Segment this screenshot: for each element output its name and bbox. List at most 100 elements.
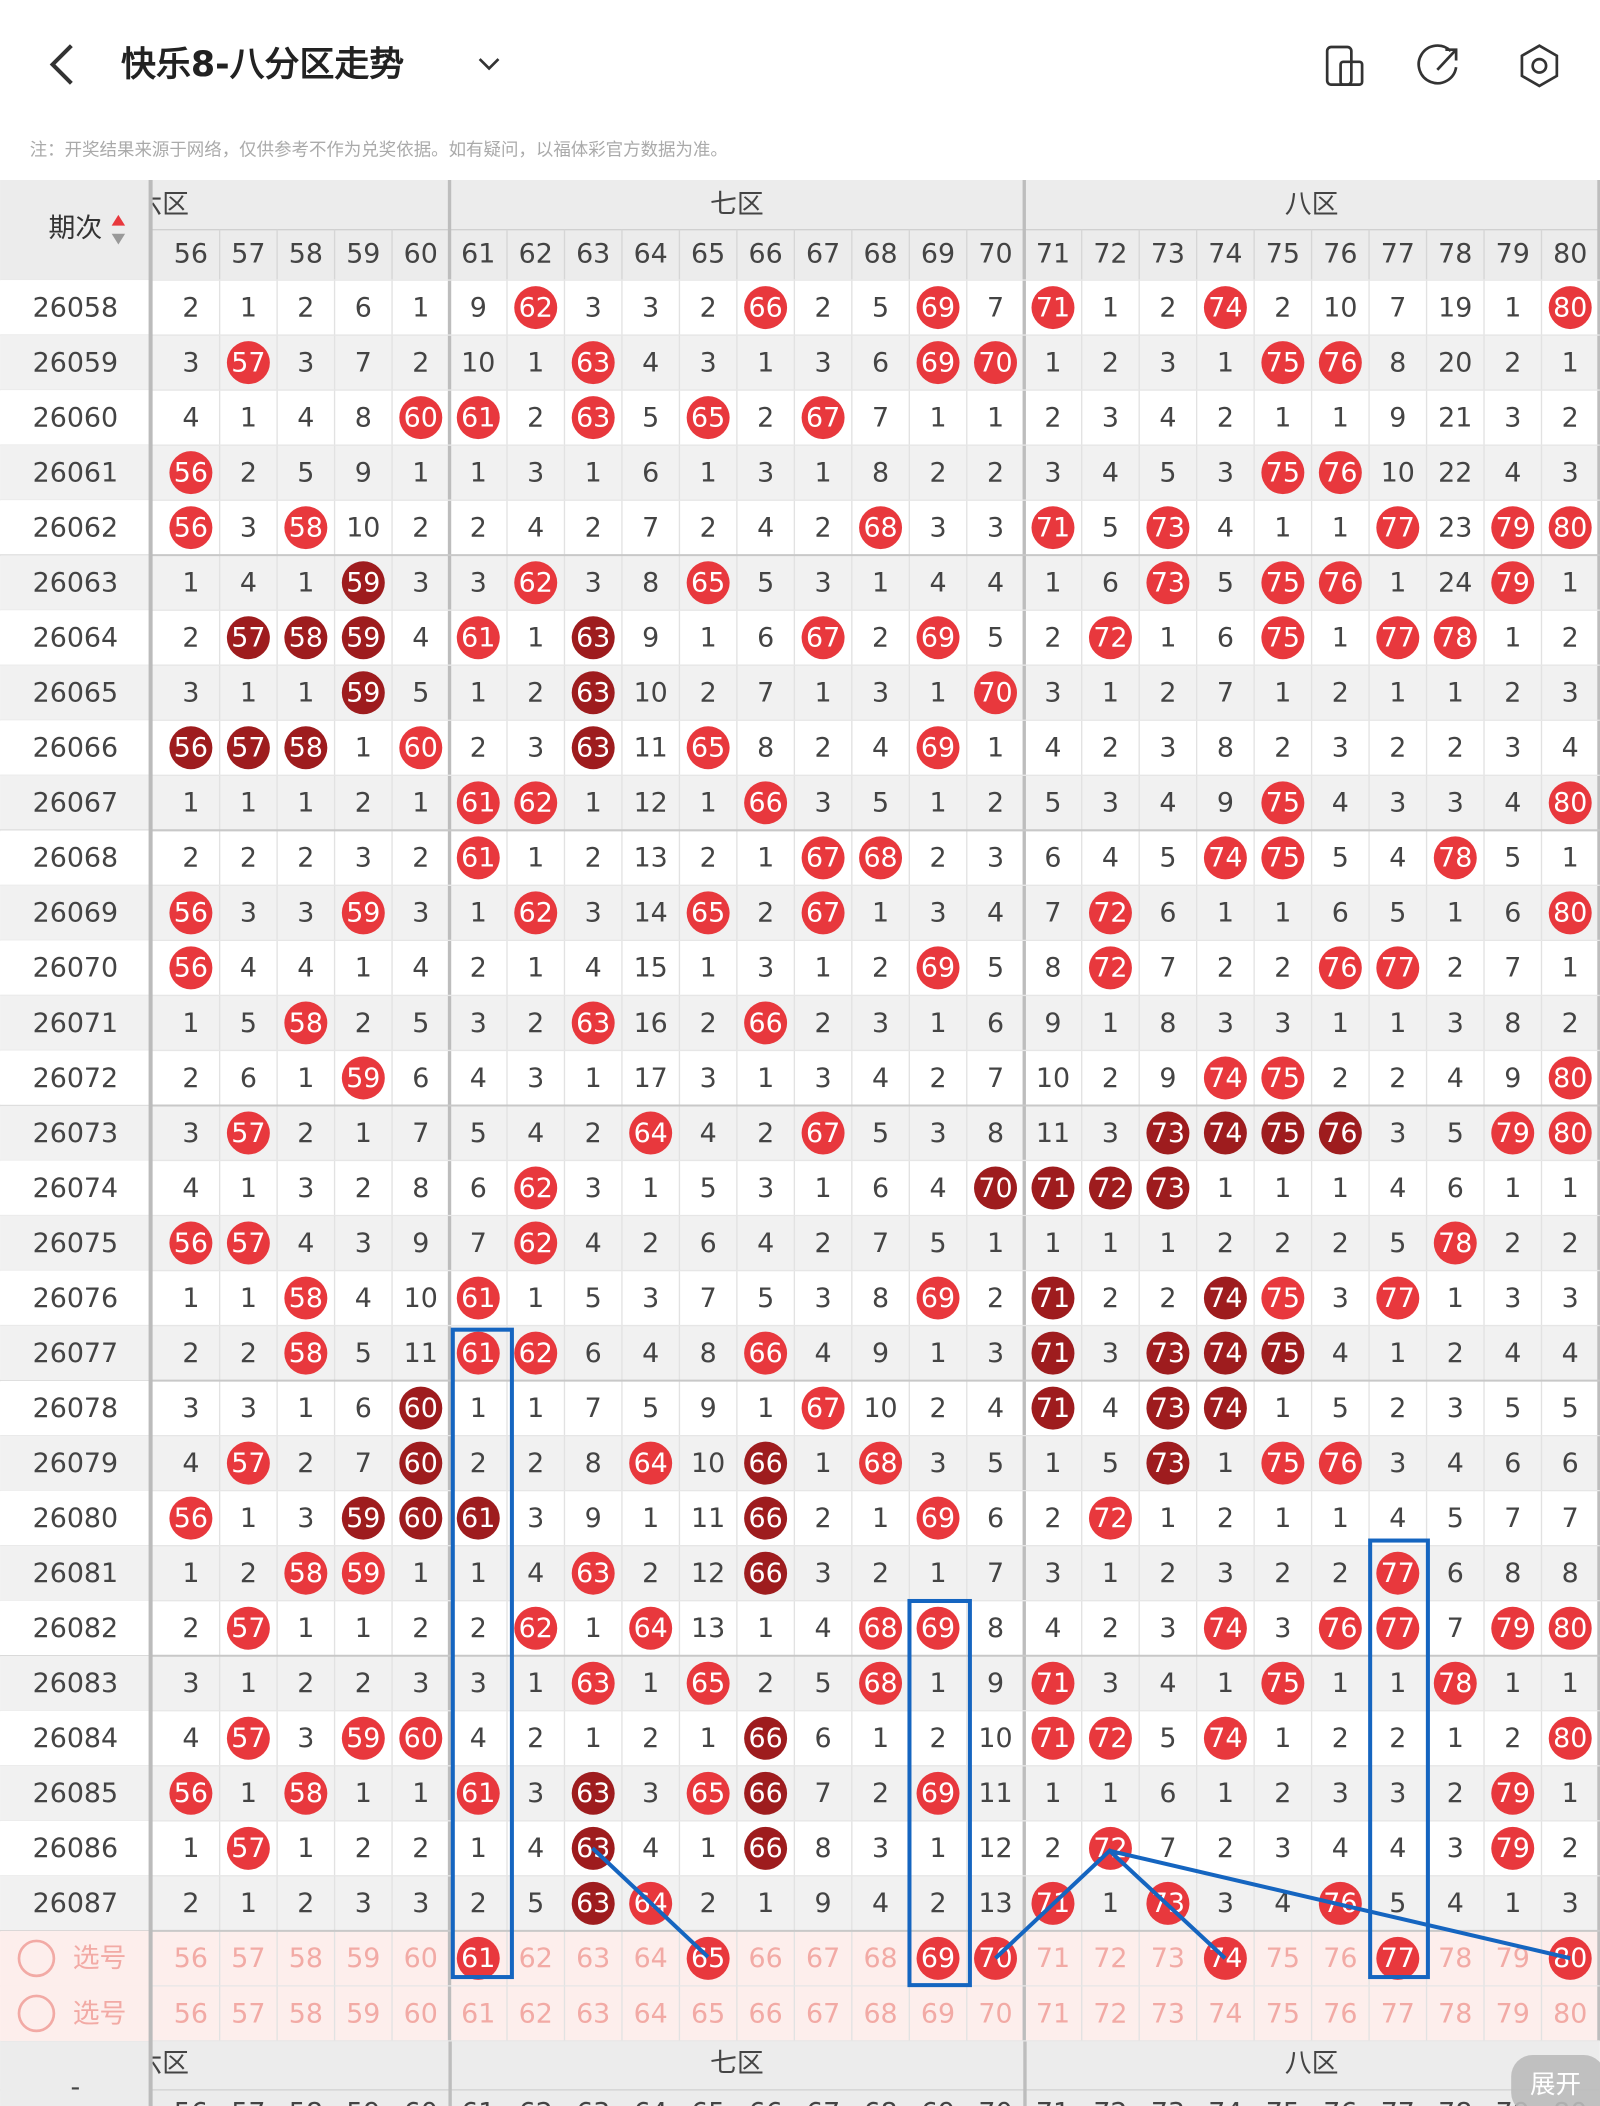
hit-number: 66 (749, 1833, 783, 1864)
select-number[interactable]: 68 (863, 1998, 897, 2029)
hit-ball (686, 726, 730, 770)
miss-count: 24 (1438, 568, 1472, 599)
hit-number: 79 (1496, 568, 1530, 599)
select-label[interactable]: 选号 (73, 1998, 127, 2029)
select-number[interactable]: 56 (174, 1943, 208, 1974)
miss-count: 2 (1274, 1228, 1291, 1259)
footer-column-label: 67 (806, 2098, 840, 2106)
select-number[interactable]: 73 (1151, 1998, 1185, 2029)
collapse-label[interactable]: - (71, 2072, 81, 2103)
expand-button[interactable] (1511, 2054, 1600, 2106)
select-number[interactable]: 62 (519, 1943, 553, 1974)
select-number[interactable]: 80 (1553, 1998, 1587, 2029)
select-number[interactable]: 64 (634, 1998, 668, 2029)
miss-count: 10 (461, 347, 495, 378)
hit-number: 74 (1208, 1613, 1242, 1644)
title-dropdown[interactable] (478, 58, 500, 71)
select-number[interactable]: 77 (1381, 1998, 1415, 2029)
select-number[interactable]: 70 (978, 1998, 1012, 2029)
selected-ball[interactable] (1376, 1936, 1420, 1980)
hit-ball (686, 561, 730, 605)
hit-ball (571, 341, 615, 385)
select-number[interactable]: 69 (921, 1998, 955, 2029)
miss-count: 2 (1332, 1558, 1349, 1589)
select-number[interactable]: 75 (1266, 1943, 1300, 1974)
select-number[interactable]: 71 (1036, 1998, 1070, 2029)
select-number[interactable]: 65 (691, 1998, 725, 2029)
miss-count: 1 (297, 568, 314, 599)
selected-number[interactable]: 80 (1553, 1943, 1587, 1974)
select-number[interactable]: 60 (404, 1998, 438, 2029)
select-number[interactable]: 67 (806, 1943, 840, 1974)
expand-label[interactable]: 展开 (1530, 2070, 1581, 2100)
hit-number: 56 (174, 898, 208, 929)
miss-count: 2 (412, 1833, 429, 1864)
select-number[interactable]: 78 (1438, 1998, 1472, 2029)
select-number[interactable]: 67 (806, 1998, 840, 2029)
select-number[interactable]: 59 (346, 1943, 380, 1974)
hit-number: 67 (806, 1118, 840, 1149)
miss-count: 3 (1562, 1283, 1579, 1314)
selected-number[interactable]: 69 (921, 1943, 955, 1974)
miss-count: 2 (757, 1118, 774, 1149)
select-number[interactable]: 75 (1266, 1998, 1300, 2029)
select-radio[interactable] (17, 1994, 56, 2033)
selected-number[interactable]: 77 (1381, 1943, 1415, 1974)
select-number[interactable]: 72 (1093, 1998, 1127, 2029)
select-radio[interactable] (17, 1939, 56, 1978)
select-number[interactable]: 59 (346, 1998, 380, 2029)
miss-count: 3 (1044, 1558, 1061, 1589)
selected-ball[interactable] (456, 1936, 500, 1980)
miss-count: 2 (1217, 1228, 1234, 1259)
hit-ball (456, 1331, 500, 1375)
select-number[interactable]: 68 (863, 1943, 897, 1974)
footer-column-label: 77 (1381, 2098, 1415, 2106)
back-button[interactable] (49, 44, 73, 85)
select-number[interactable]: 71 (1036, 1943, 1070, 1974)
hit-number: 59 (346, 568, 380, 599)
miss-count: 2 (700, 1008, 717, 1039)
select-number[interactable]: 56 (174, 1998, 208, 2029)
layout-icon[interactable] (1325, 45, 1364, 86)
select-number[interactable]: 62 (519, 1998, 553, 2029)
hit-number: 79 (1496, 1613, 1530, 1644)
select-number[interactable]: 79 (1496, 1998, 1530, 2029)
select-number[interactable]: 63 (576, 1998, 610, 2029)
select-number[interactable]: 74 (1208, 1998, 1242, 2029)
select-number[interactable]: 66 (749, 1998, 783, 2029)
miss-count: 1 (412, 1558, 429, 1589)
select-number[interactable]: 60 (404, 1943, 438, 1974)
selected-number[interactable]: 61 (461, 1943, 495, 1974)
miss-count: 1 (240, 1888, 257, 1919)
select-number[interactable]: 66 (749, 1943, 783, 1974)
share-icon[interactable] (1417, 44, 1458, 85)
issue-header[interactable]: 期次 (49, 213, 103, 244)
select-number[interactable]: 78 (1438, 1943, 1472, 1974)
miss-count: 9 (642, 623, 659, 654)
select-number[interactable]: 61 (461, 1998, 495, 2029)
hit-number: 59 (346, 1063, 380, 1094)
select-number[interactable]: 58 (289, 1998, 323, 2029)
select-number[interactable]: 57 (231, 1943, 265, 1974)
column-label: 75 (1266, 239, 1300, 270)
miss-count: 7 (987, 1063, 1004, 1094)
select-number[interactable]: 64 (634, 1943, 668, 1974)
hit-number: 63 (576, 402, 610, 433)
miss-count: 2 (355, 788, 372, 819)
hit-number: 79 (1496, 1778, 1530, 1809)
select-number[interactable]: 72 (1093, 1943, 1127, 1974)
settings-icon[interactable] (1520, 44, 1559, 88)
hit-ball (1491, 1826, 1535, 1870)
select-number[interactable]: 76 (1323, 1998, 1357, 2029)
select-number[interactable]: 63 (576, 1943, 610, 1974)
hit-number: 56 (174, 953, 208, 984)
hit-ball (916, 1771, 960, 1815)
select-number[interactable]: 58 (289, 1943, 323, 1974)
miss-count: 3 (182, 1393, 199, 1424)
select-label[interactable]: 选号 (73, 1943, 127, 1974)
hit-number: 68 (863, 1448, 897, 1479)
select-number[interactable]: 57 (231, 1998, 265, 2029)
select-number[interactable]: 73 (1151, 1943, 1185, 1974)
selected-ball[interactable] (916, 1936, 960, 1980)
select-number[interactable]: 76 (1323, 1943, 1357, 1974)
